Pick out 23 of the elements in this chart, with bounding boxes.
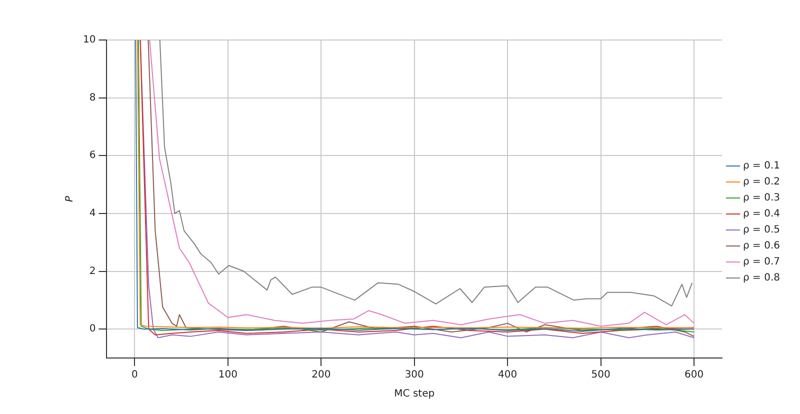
y-tick-label: 0 <box>89 324 96 335</box>
x-tick-label: 200 <box>312 370 331 381</box>
x-tick-label: 300 <box>404 370 424 381</box>
legend-label: ρ = 0.6 <box>743 240 780 252</box>
x-tick-label: 600 <box>684 370 704 381</box>
y-tick-label: 4 <box>89 208 96 220</box>
y-axis-title: P <box>64 195 76 202</box>
y-tick-label: 8 <box>89 92 96 104</box>
legend-label: ρ = 0.1 <box>743 160 780 172</box>
y-tick-label: 10 <box>82 34 96 46</box>
legend-label: ρ = 0.5 <box>743 224 780 236</box>
legend-label: ρ = 0.7 <box>743 256 780 268</box>
legend-label: ρ = 0.4 <box>743 208 780 220</box>
x-tick-label: 100 <box>218 370 238 381</box>
legend-label: ρ = 0.3 <box>743 192 780 204</box>
y-tick-label: 6 <box>89 150 96 162</box>
x-tick-label: 500 <box>591 370 610 381</box>
x-axis-title: MC step <box>394 388 435 400</box>
legend-label: ρ = 0.8 <box>743 272 780 284</box>
x-tick-label: 400 <box>498 370 518 381</box>
legend-label: ρ = 0.2 <box>743 176 780 188</box>
x-tick-label: 0 <box>132 370 138 381</box>
y-tick-label: 2 <box>89 266 96 277</box>
